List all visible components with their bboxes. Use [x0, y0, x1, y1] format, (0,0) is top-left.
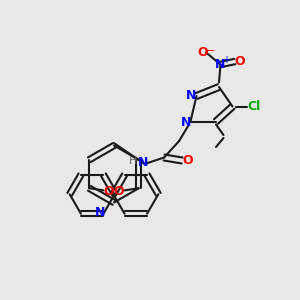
Text: O: O — [183, 154, 194, 167]
Text: N: N — [181, 116, 191, 130]
Text: N: N — [138, 155, 148, 169]
Text: −: − — [206, 46, 215, 56]
Text: N: N — [94, 206, 105, 219]
Text: N: N — [186, 89, 196, 103]
Text: H: H — [129, 155, 137, 166]
Text: Cl: Cl — [247, 100, 260, 113]
Text: +: + — [222, 55, 230, 65]
Text: N: N — [215, 58, 226, 71]
Text: O: O — [234, 55, 245, 68]
Text: O: O — [198, 46, 208, 59]
Text: O: O — [103, 185, 114, 198]
Text: O: O — [114, 185, 124, 198]
